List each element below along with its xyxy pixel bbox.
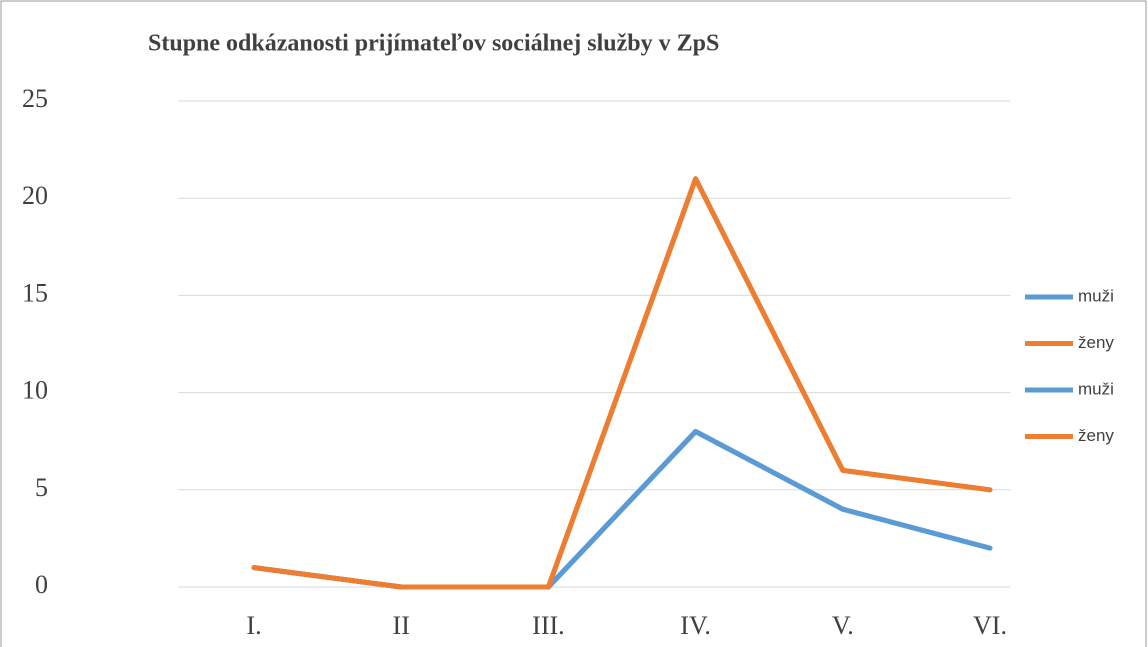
legend-label: muži: [1078, 286, 1114, 305]
y-tick-label: 5: [35, 473, 48, 502]
y-tick-label: 0: [35, 570, 48, 599]
y-tick-label: 25: [22, 84, 48, 113]
legend-label: ženy: [1078, 333, 1114, 352]
x-tick-label: I.: [246, 611, 261, 640]
y-tick-label: 15: [22, 278, 48, 307]
x-tick-label: IV.: [680, 611, 711, 640]
x-tick-label: II: [393, 611, 410, 640]
y-tick-label: 20: [22, 181, 48, 210]
x-tick-label: VI.: [973, 611, 1007, 640]
y-tick-label: 10: [22, 376, 48, 405]
series-line: [251, 176, 993, 590]
legend-label: muži: [1078, 379, 1114, 398]
x-tick-label: III.: [532, 611, 564, 640]
x-tick-label: V.: [832, 611, 854, 640]
legend-label: ženy: [1078, 426, 1114, 445]
chart-title: Stupne odkázanosti prijímateľov sociálne…: [148, 31, 719, 57]
